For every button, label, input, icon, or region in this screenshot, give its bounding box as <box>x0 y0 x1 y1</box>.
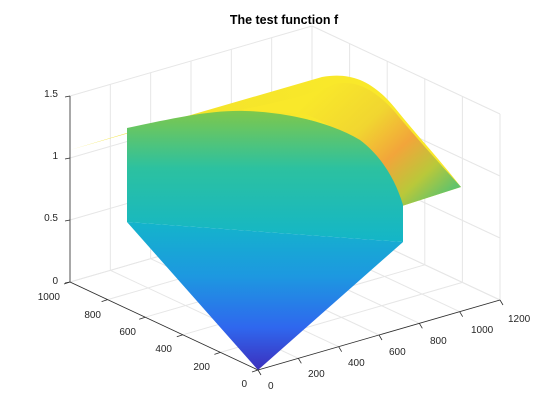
x-tick-label: 400 <box>348 358 365 369</box>
x-tick-label: 1200 <box>508 314 531 325</box>
x-tick-mark <box>297 358 302 364</box>
chart-title: The test function f <box>230 13 339 27</box>
z-tick-labels: 0 0.5 1 1.5 <box>44 89 58 287</box>
x-tick-label: 800 <box>430 336 447 347</box>
y-tick-mark <box>214 352 221 355</box>
x-tick-label: 600 <box>389 347 406 358</box>
y-tick-label: 400 <box>155 344 172 355</box>
surface-right-face <box>240 82 461 206</box>
y-tick-mark <box>176 334 183 338</box>
z-tick-mark <box>64 219 71 222</box>
z-tick-mark <box>64 281 71 284</box>
x-tick-mark <box>418 323 423 329</box>
grid-line <box>311 25 501 115</box>
surface-front-wall <box>127 110 403 242</box>
y-tick-mark <box>139 316 146 320</box>
x-tick-mark <box>499 299 504 306</box>
y-tick-labels: 1000 800 600 400 200 0 <box>38 292 248 390</box>
z-tick-label: 0 <box>52 276 58 287</box>
surface-front-triangle <box>127 222 403 370</box>
z-tick-mark <box>64 157 71 160</box>
y-tick-label: 800 <box>84 310 101 321</box>
y-tick-label: 600 <box>119 327 136 338</box>
x-tick-mark <box>338 346 343 352</box>
x-tick-mark <box>459 311 464 317</box>
tick-marks <box>63 95 504 376</box>
y-axis-line <box>69 281 259 371</box>
z-tick-label: 1.5 <box>44 89 58 100</box>
x-tick-labels: 0 200 400 600 800 1000 1200 <box>268 314 531 392</box>
x-tick-label: 0 <box>268 381 274 392</box>
surface <box>70 75 461 370</box>
x-tick-label: 1000 <box>471 325 494 336</box>
grid-line <box>69 25 313 97</box>
y-tick-label: 0 <box>241 379 247 390</box>
y-tick-mark <box>251 369 259 373</box>
x-tick-mark <box>257 369 262 376</box>
y-tick-mark <box>101 299 108 302</box>
x-tick-mark <box>378 334 383 341</box>
y-tick-label: 200 <box>193 362 210 373</box>
y-tick-label: 1000 <box>38 292 61 303</box>
z-tick-label: 0.5 <box>44 213 58 224</box>
z-tick-mark <box>64 95 71 98</box>
z-tick-label: 1 <box>52 151 58 162</box>
x-tick-label: 200 <box>308 369 325 380</box>
